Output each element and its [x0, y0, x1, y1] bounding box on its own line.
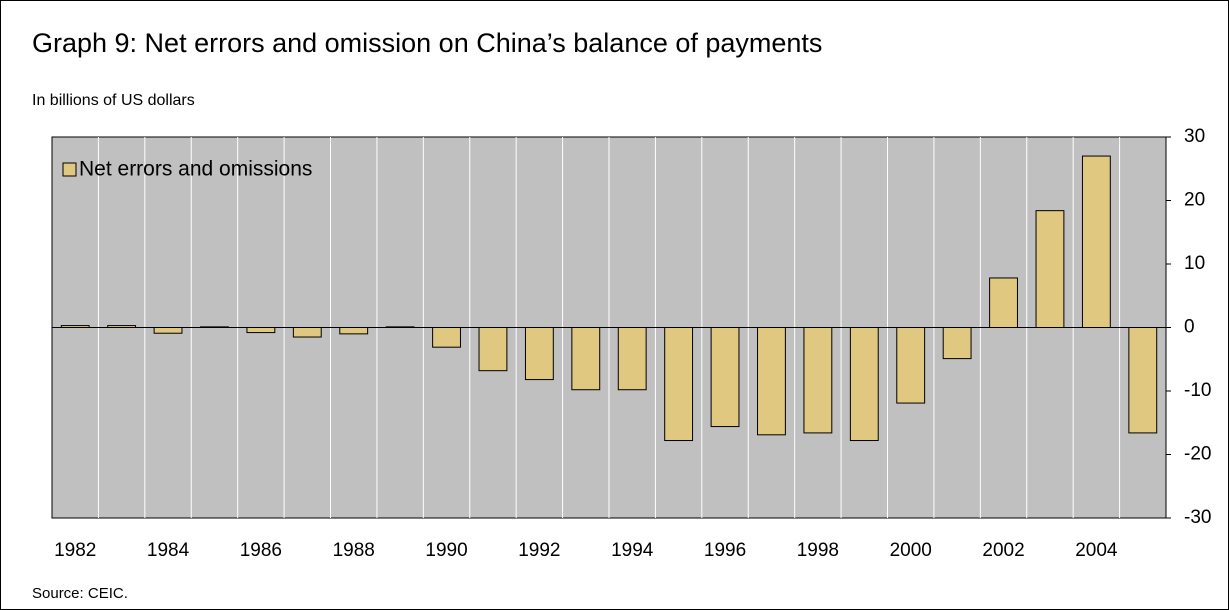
- bar: [710, 327, 740, 428]
- bar: [989, 277, 1018, 328]
- x-tick-label: 1982: [54, 540, 96, 561]
- bar: [942, 327, 972, 360]
- bar: [1035, 210, 1065, 328]
- bar: [664, 327, 694, 442]
- bar: [432, 327, 461, 348]
- source-note: Source: CEIC.: [32, 585, 128, 602]
- y-tick-label: -10: [1184, 380, 1211, 401]
- y-tick-label: -30: [1184, 507, 1211, 528]
- bar: [849, 327, 879, 442]
- y-tick-label: -20: [1184, 444, 1211, 465]
- x-tick-label: 1994: [611, 540, 654, 561]
- bar: [757, 327, 786, 436]
- chart-title: Graph 9: Net errors and omission on Chin…: [32, 28, 822, 58]
- x-tick-label: 1998: [797, 540, 839, 561]
- bar: [803, 327, 833, 434]
- y-tick-label: 0: [1184, 317, 1195, 338]
- bar: [896, 327, 926, 404]
- bar: [478, 327, 508, 372]
- x-tick-label: 1990: [425, 540, 467, 561]
- y-tick-label: 20: [1184, 190, 1205, 211]
- x-tick-label: 1984: [147, 540, 190, 561]
- x-tick-label: 1986: [240, 540, 282, 561]
- chart-subtitle: In billions of US dollars: [32, 92, 195, 109]
- x-tick-label: 2000: [890, 540, 932, 561]
- legend-label: Net errors and omissions: [79, 158, 312, 181]
- bar: [1128, 327, 1158, 434]
- x-tick-label: 1996: [704, 540, 746, 561]
- y-tick-label: 30: [1184, 126, 1205, 147]
- bar: [246, 327, 276, 334]
- bar: [292, 327, 322, 338]
- bar: [617, 327, 647, 391]
- x-tick-label: 2002: [982, 540, 1024, 561]
- legend-swatch: [62, 162, 77, 177]
- bar: [339, 327, 369, 335]
- x-tick-label: 2004: [1075, 540, 1118, 561]
- bar: [153, 327, 183, 334]
- x-tick-label: 1988: [333, 540, 375, 561]
- bar: [1081, 155, 1111, 328]
- bar: [524, 327, 554, 381]
- x-tick-label: 1992: [518, 540, 560, 561]
- bar: [571, 327, 601, 391]
- y-tick-label: 10: [1184, 253, 1205, 274]
